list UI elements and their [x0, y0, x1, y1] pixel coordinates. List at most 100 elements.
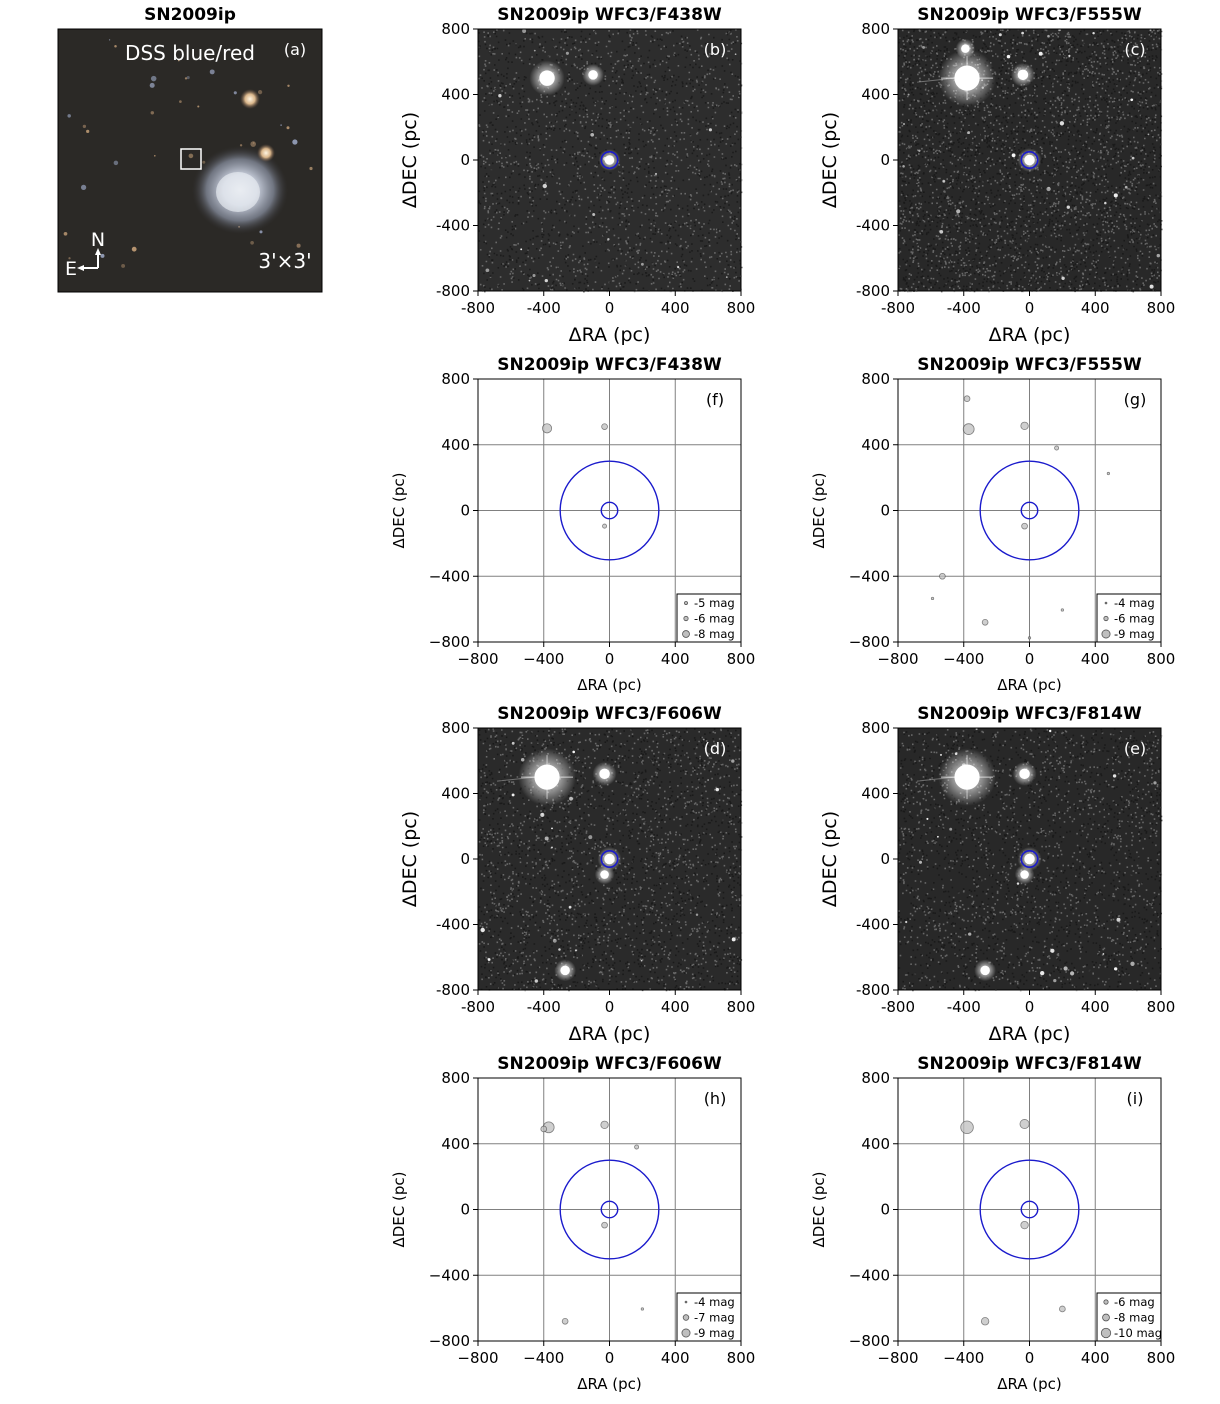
dss-star — [108, 39, 111, 41]
faint-source — [967, 131, 971, 135]
faint-source — [640, 262, 644, 266]
legend-marker — [682, 630, 690, 638]
bright-source — [1020, 870, 1029, 879]
compass-icon — [77, 248, 101, 271]
dss-star — [292, 139, 298, 145]
y-axis-label: ΔDEC (pc) — [819, 811, 841, 907]
faint-source — [1147, 133, 1150, 136]
dss-star — [197, 105, 200, 108]
dss-star — [252, 142, 255, 144]
legend-label: -7 mag — [694, 1311, 735, 1325]
faint-source — [1113, 193, 1118, 198]
legend-label: -8 mag — [1114, 1311, 1155, 1325]
y-tick-label: 400 — [441, 86, 470, 104]
y-tick-label: 0 — [880, 151, 890, 169]
bright-source — [534, 764, 560, 790]
x-tick-label: 400 — [661, 299, 690, 317]
dss-image-background — [57, 28, 323, 293]
faint-source — [1059, 121, 1065, 126]
faint-source — [1070, 971, 1075, 976]
radius-circle — [1020, 501, 1039, 520]
x-tick-label: -400 — [947, 299, 981, 317]
x-axis-label: ΔRA (pc) — [577, 676, 642, 694]
dss-star — [280, 124, 282, 126]
y-tick-label: 0 — [460, 850, 470, 868]
faint-source — [708, 128, 712, 132]
faint-source — [1011, 153, 1016, 158]
panel-title: SN2009ip WFC3/F606W — [497, 704, 722, 724]
faint-source — [552, 938, 557, 943]
faint-source — [1156, 253, 1161, 258]
faint-sources — [902, 28, 1161, 289]
x-tick-label: -400 — [527, 998, 561, 1016]
bright-source — [539, 70, 555, 86]
y-tick-label: 400 — [861, 785, 890, 803]
x-tick-label: 0 — [605, 299, 615, 317]
y-tick-label: −400 — [849, 567, 890, 585]
x-tick-label: 400 — [661, 650, 690, 668]
faint-source — [511, 741, 515, 745]
legend-label: -6 mag — [1114, 1295, 1155, 1309]
faint-source — [520, 248, 523, 251]
legend: -4 mag -7 mag-9 mag — [676, 1292, 742, 1342]
faint-source — [902, 165, 905, 168]
panel-i: -6 mag -8 mag-10 mag −800−800 −400 −400 0 0 400… — [810, 1054, 1175, 1393]
dss-star — [186, 76, 190, 80]
faint-source — [918, 149, 921, 152]
y-tick-label: 400 — [441, 1135, 470, 1153]
noise-layer — [478, 29, 743, 293]
faint-source — [487, 958, 491, 961]
panel-label: (d) — [704, 739, 727, 758]
figure-title: SN2009ip — [144, 5, 236, 25]
y-tick-label: 800 — [861, 719, 890, 737]
x-axis-label: ΔRA (pc) — [989, 324, 1071, 346]
x-tick-label: −800 — [877, 1349, 918, 1367]
source-point — [542, 423, 553, 434]
y-tick-label: 400 — [861, 1135, 890, 1153]
x-axis-label: ΔRA (pc) — [997, 676, 1062, 694]
x-tick-label: 800 — [727, 650, 756, 668]
dss-star — [154, 155, 156, 157]
y-tick-label: −400 — [429, 567, 470, 585]
panel-c: -800-800 -400 -400 0 0 400 400 800 800 SN2009ip W… — [819, 5, 1175, 346]
x-tick-label: −800 — [457, 650, 498, 668]
dss-star — [209, 69, 215, 75]
dss-star — [63, 231, 68, 236]
faint-source — [1006, 54, 1011, 59]
y-axis-label: ΔDEC (pc) — [819, 112, 841, 208]
y-tick-label: 0 — [460, 1201, 470, 1219]
legend: -5 mag -6 mag-8 mag — [676, 593, 742, 643]
faint-source — [1066, 205, 1070, 209]
legend: -4 mag -6 mag-9 mag — [1096, 593, 1162, 643]
dss-star — [67, 114, 71, 118]
source-point — [1059, 1305, 1066, 1313]
source-point — [600, 1120, 609, 1129]
faint-source — [715, 787, 719, 792]
x-tick-label: −400 — [943, 1349, 984, 1367]
faint-source — [1050, 948, 1055, 953]
faint-source — [607, 238, 610, 241]
faint-source — [1047, 34, 1050, 38]
faint-source — [939, 753, 943, 756]
x-tick-label: 800 — [1147, 998, 1176, 1016]
faint-source — [551, 846, 553, 849]
source-point — [1020, 1220, 1029, 1230]
faint-source — [968, 932, 972, 936]
x-tick-label: −400 — [523, 650, 564, 668]
faint-source — [572, 750, 576, 754]
y-tick-label: -800 — [856, 282, 890, 300]
dss-star — [233, 91, 237, 95]
faint-source — [1131, 156, 1135, 160]
dss-star — [184, 77, 188, 80]
bright-source — [980, 965, 990, 976]
x-tick-label: 0 — [1025, 998, 1035, 1016]
faint-source — [956, 209, 961, 214]
x-tick-label: 0 — [605, 1349, 615, 1367]
x-tick-label: 800 — [727, 1349, 756, 1367]
x-tick-label: -400 — [527, 299, 561, 317]
faint-source — [1016, 882, 1020, 885]
legend-marker — [1102, 1313, 1110, 1322]
